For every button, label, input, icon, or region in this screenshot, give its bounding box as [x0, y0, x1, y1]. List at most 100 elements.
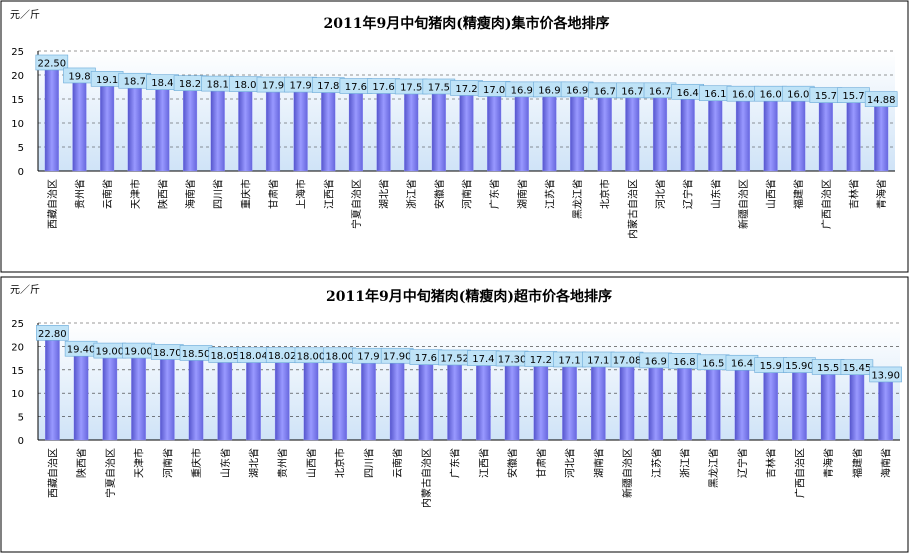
- x-tick-label: 湖北省: [248, 448, 261, 478]
- bar: [159, 352, 175, 441]
- x-tick-label: 海南省: [880, 448, 893, 478]
- value-label: 15.45: [843, 363, 872, 374]
- bar: [542, 89, 557, 172]
- bar: [431, 86, 446, 172]
- x-tick-label: 宁夏自治区: [350, 179, 363, 229]
- value-label: 16.7: [594, 86, 616, 97]
- value-label: 17.90: [383, 352, 412, 363]
- x-tick-label: 黑龙江省: [707, 448, 720, 488]
- value-label: 17.0: [483, 85, 505, 96]
- x-tick-label: 湖南省: [516, 179, 529, 209]
- value-label: 15.7: [842, 91, 864, 102]
- y-tick-label: 0: [18, 167, 24, 178]
- bar: [100, 79, 115, 172]
- x-tick-label: 贵州省: [276, 448, 289, 478]
- value-label: 17.6: [415, 353, 437, 364]
- bar: [677, 361, 692, 441]
- x-tick-label: 甘肃省: [267, 179, 280, 209]
- value-label: 17.08: [613, 356, 642, 367]
- bar: [878, 374, 893, 441]
- x-tick-label: 江苏省: [650, 448, 663, 478]
- chart-title: 2011年9月中旬猪肉(精瘦肉)超市价各地排序: [326, 288, 612, 305]
- bar: [210, 83, 225, 172]
- y-tick-label: 10: [11, 389, 24, 400]
- value-label: 15.90: [785, 361, 814, 372]
- value-label: 15.9: [760, 361, 782, 372]
- x-tick-label: 内蒙古自治区: [420, 448, 433, 508]
- value-label: 22.80: [38, 329, 67, 340]
- bar: [680, 92, 695, 172]
- value-label: 18.00: [297, 351, 326, 362]
- value-label: 16.8: [673, 357, 695, 368]
- value-label: 16.7: [621, 86, 643, 97]
- x-tick-label: 新疆自治区: [621, 448, 634, 498]
- value-label: 17.6: [345, 82, 367, 93]
- value-label: 16.5: [702, 358, 724, 369]
- x-tick-label: 河北省: [654, 179, 667, 209]
- bar: [265, 84, 281, 172]
- value-label: 16.4: [677, 88, 699, 99]
- x-tick-label: 重庆市: [190, 448, 203, 478]
- y-tick-label: 10: [11, 119, 24, 130]
- y-tick-label: 25: [11, 47, 24, 58]
- x-tick-label: 河南省: [161, 448, 174, 478]
- value-label: 18.4: [151, 78, 173, 89]
- value-label: 16.9: [566, 85, 588, 96]
- x-tick-label: 青海省: [875, 179, 888, 209]
- x-tick-label: 云南省: [101, 179, 114, 209]
- value-label: 17.5: [400, 83, 422, 94]
- value-label: 17.6: [372, 82, 394, 93]
- bar: [590, 359, 606, 441]
- x-tick-label: 甘肃省: [535, 448, 548, 478]
- y-axis-label: 元／斤: [10, 284, 40, 296]
- bar: [846, 95, 861, 172]
- bar: [562, 359, 577, 441]
- value-label: 18.2: [179, 79, 201, 90]
- x-tick-label: 江西省: [322, 179, 335, 209]
- bar: [597, 90, 612, 172]
- bar: [418, 357, 434, 441]
- value-label: 17.4: [472, 354, 494, 365]
- x-tick-label: 内蒙古自治区: [626, 179, 639, 239]
- bar: [792, 365, 807, 441]
- bar: [45, 333, 60, 441]
- bar: [404, 86, 419, 172]
- value-label: 18.1: [207, 80, 229, 91]
- x-tick-label: 湖南省: [592, 448, 605, 478]
- bar: [321, 85, 336, 172]
- value-label-box: [35, 54, 69, 71]
- value-label: 16.0: [759, 90, 781, 101]
- value-label: 17.9: [357, 352, 379, 363]
- value-label: 17.9: [262, 81, 284, 92]
- bar: [533, 359, 549, 441]
- y-tick-label: 15: [11, 366, 24, 377]
- value-label: 18.04: [239, 351, 268, 362]
- x-tick-label: 辽宁省: [682, 179, 695, 209]
- x-tick-label: 黑龙江省: [571, 179, 584, 219]
- bar: [44, 62, 59, 172]
- x-tick-label: 广东省: [488, 179, 501, 209]
- value-label: 17.30: [498, 355, 527, 366]
- x-tick-label: 海南省: [184, 179, 197, 209]
- x-tick-label: 新疆自治区: [737, 179, 750, 229]
- bar: [182, 83, 198, 172]
- bar: [514, 89, 529, 172]
- x-tick-label: 浙江省: [405, 179, 418, 209]
- x-tick-label: 广西自治区: [820, 179, 833, 229]
- bar: [274, 355, 290, 441]
- x-tick-label: 青海省: [822, 448, 835, 478]
- bar: [389, 356, 405, 441]
- x-tick-label: 河南省: [461, 179, 474, 209]
- value-label: 14.88: [867, 95, 896, 106]
- value-label: 18.50: [182, 349, 211, 360]
- bar: [652, 90, 668, 172]
- x-tick-label: 天津市: [133, 448, 146, 478]
- value-label: 15.7: [815, 91, 837, 102]
- bar: [504, 358, 520, 441]
- bar: [102, 350, 118, 441]
- bar: [131, 350, 146, 441]
- value-label: 16.9: [645, 356, 667, 367]
- bar: [625, 90, 640, 172]
- value-label-box: [864, 91, 898, 107]
